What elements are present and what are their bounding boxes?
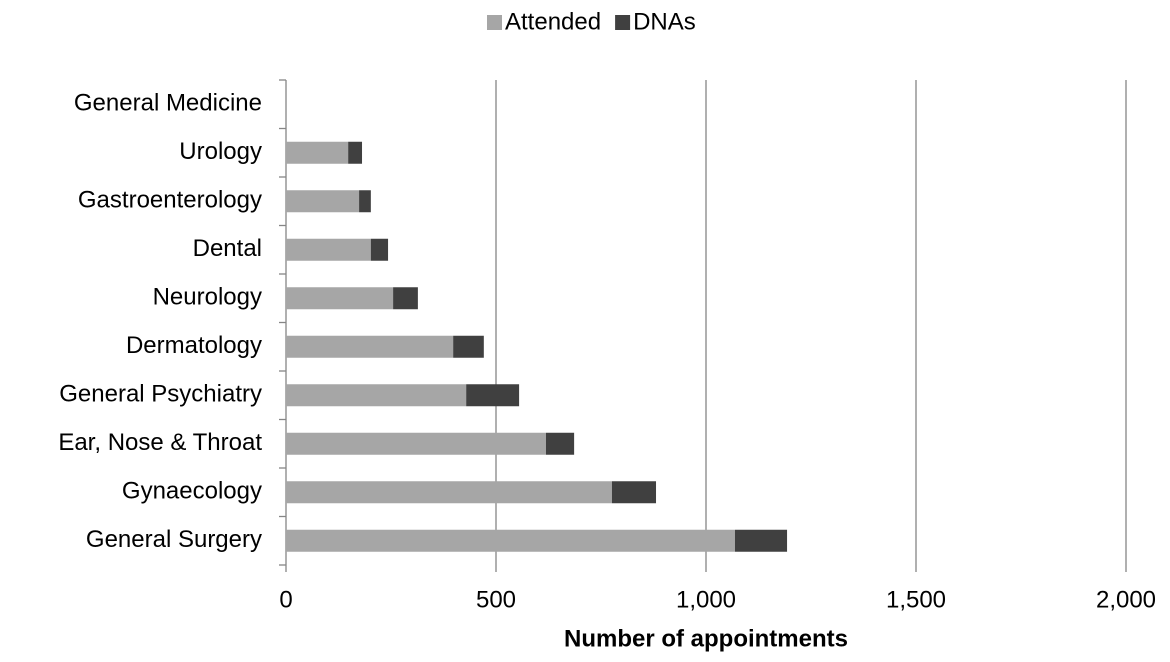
y-tick-label: Gastroenterology xyxy=(78,187,262,214)
x-axis-title: Number of appointments xyxy=(564,625,848,652)
y-tick-label: General Surgery xyxy=(86,526,262,553)
bar-segment xyxy=(286,141,349,164)
y-tick-label: General Medicine xyxy=(74,90,262,117)
y-tick-label: Ear, Nose & Throat xyxy=(58,429,262,456)
bar-segment xyxy=(393,287,418,310)
x-tick-label: 500 xyxy=(476,586,516,613)
bar-segment xyxy=(286,238,371,261)
bar-segment xyxy=(286,335,454,358)
y-tick-label: Dental xyxy=(193,235,262,262)
bar-segment xyxy=(359,190,371,213)
x-tick-label: 1,500 xyxy=(886,586,946,613)
bar-segment xyxy=(286,384,467,407)
x-tick-label: 1,000 xyxy=(676,586,736,613)
y-tick-label: Gynaecology xyxy=(122,478,262,505)
legend-swatch xyxy=(487,15,502,30)
bar-segment xyxy=(348,141,363,164)
y-tick-label: General Psychiatry xyxy=(59,381,262,408)
x-tick-label: 0 xyxy=(279,586,292,613)
bar-segment xyxy=(286,529,735,552)
bar-segment xyxy=(286,481,612,504)
bar-segment xyxy=(286,287,394,310)
legend-label: Attended xyxy=(505,8,601,35)
y-tick-label: Urology xyxy=(179,138,262,165)
bar-segment xyxy=(545,432,575,455)
bar-segment xyxy=(370,238,389,261)
x-tick-label: 2,000 xyxy=(1096,586,1156,613)
y-tick-label: Dermatology xyxy=(126,332,262,359)
bar-segment xyxy=(734,529,788,552)
bar-segment xyxy=(453,335,484,358)
bar-segment xyxy=(286,190,360,213)
y-tick-label: Neurology xyxy=(153,284,262,311)
bar-segment xyxy=(286,432,546,455)
bar-segment xyxy=(611,481,657,504)
legend-label: DNAs xyxy=(633,8,696,35)
legend-swatch xyxy=(615,15,631,30)
bar-segment xyxy=(466,384,520,407)
